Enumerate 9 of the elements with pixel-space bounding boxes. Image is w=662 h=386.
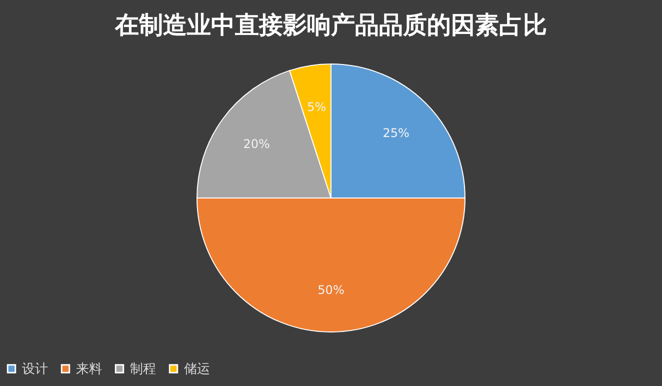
legend-label: 设计 (22, 362, 48, 377)
legend-label: 储运 (184, 362, 210, 377)
legend-label: 制程 (130, 362, 156, 377)
data-label: 50% (318, 283, 344, 297)
chart-title: 在制造业中直接影响产品品质的因素占比 (114, 11, 547, 39)
data-label: 5% (307, 100, 326, 114)
data-label: 20% (243, 136, 270, 151)
legend-label: 来料 (76, 362, 102, 377)
data-label: 25% (382, 126, 410, 140)
